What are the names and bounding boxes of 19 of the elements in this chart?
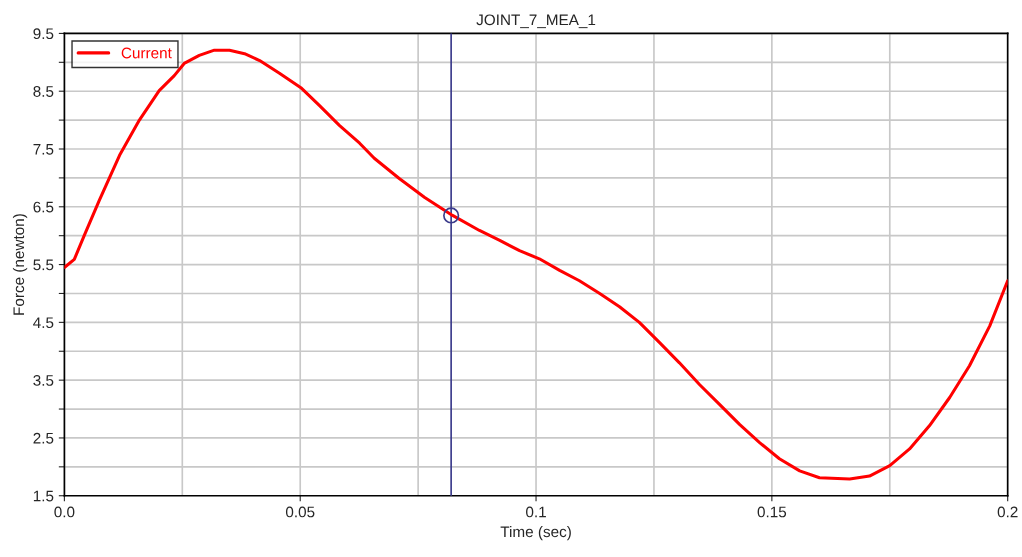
x-tick-label: 0.1	[526, 506, 546, 518]
legend-label: Current	[121, 47, 172, 59]
x-tick-label: 0.2	[997, 506, 1018, 518]
x-tick-label: 0.0	[54, 506, 75, 518]
y-tick-label: 1.5	[33, 490, 54, 502]
y-axis-title: Force (newton)	[12, 214, 28, 315]
y-tick-label: 7.5	[33, 144, 54, 155]
y-tick-label: 8.5	[33, 86, 54, 97]
y-tick-label: 2.5	[33, 432, 54, 444]
y-tick-label: 3.5	[33, 375, 54, 386]
y-tick-label: 6.5	[33, 201, 54, 213]
x-axis-title: Time (sec)	[500, 525, 571, 541]
chart-title: JOINT_7_MEA_1	[476, 14, 596, 29]
y-tick-label: 9.5	[33, 28, 54, 40]
line-series	[64, 48, 1008, 481]
x-tick-label: 0.05	[285, 506, 315, 518]
x-tick-label: 0.15	[757, 506, 787, 518]
y-tick-label: 4.5	[33, 317, 54, 329]
y-tick-label: 5.5	[33, 259, 54, 271]
